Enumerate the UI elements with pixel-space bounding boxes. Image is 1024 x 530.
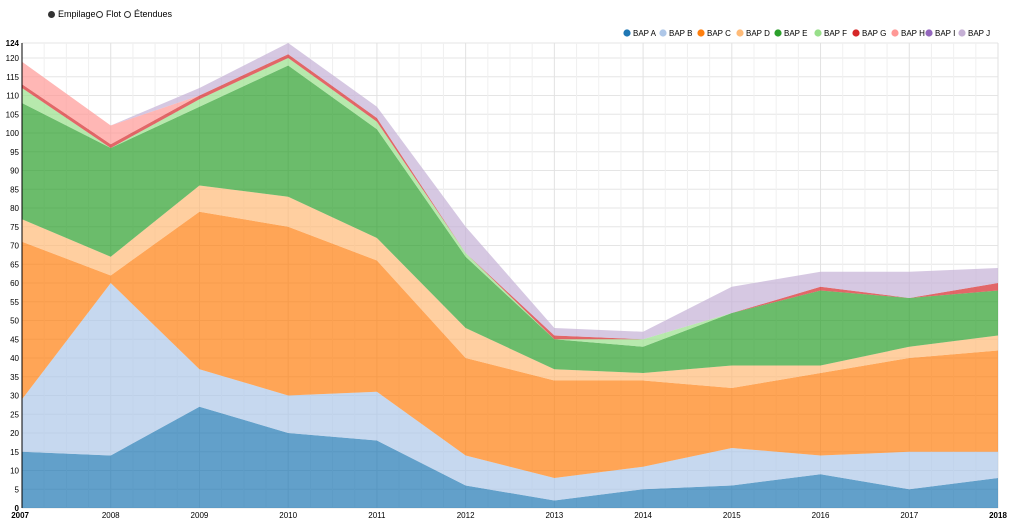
x-tick-label: 2014 <box>634 511 652 520</box>
y-tick-label: 75 <box>10 223 19 232</box>
legend-swatch-icon[interactable] <box>814 29 822 37</box>
legend-swatch-icon[interactable] <box>659 29 667 37</box>
y-tick-label: 95 <box>10 148 19 157</box>
radio-empty-icon <box>96 10 103 18</box>
legend-item-label[interactable]: BAP F <box>824 29 847 38</box>
y-tick-label: 35 <box>10 373 19 382</box>
mode-expand-option[interactable]: Étendues <box>124 9 172 19</box>
y-tick-label: 10 <box>10 467 19 476</box>
legend-item-label[interactable]: BAP J <box>968 29 990 38</box>
x-tick-label: 2007 <box>11 511 29 520</box>
y-tick-label: 45 <box>10 335 19 344</box>
legend-swatch-icon[interactable] <box>925 29 933 37</box>
x-tick-label: 2017 <box>900 511 918 520</box>
x-tick-label: 2013 <box>545 511 563 520</box>
legend-swatch-icon[interactable] <box>852 29 860 37</box>
x-tick-label: 2012 <box>457 511 475 520</box>
legend-swatch-icon[interactable] <box>623 29 631 37</box>
x-tick-label: 2010 <box>279 511 297 520</box>
legend-swatch-icon[interactable] <box>736 29 744 37</box>
y-tick-label: 55 <box>10 298 19 307</box>
y-tick-label: 115 <box>6 73 19 82</box>
y-tick-label: 5 <box>15 485 20 494</box>
area-bap-c[interactable] <box>22 211 998 478</box>
x-tick-label: 2018 <box>989 511 1007 520</box>
y-tick-label: 85 <box>10 185 19 194</box>
x-tick-label: 2016 <box>812 511 830 520</box>
y-tick-label: 40 <box>10 354 19 363</box>
x-tick-label: 2009 <box>191 511 209 520</box>
y-tick-label: 110 <box>6 92 19 101</box>
y-tick-label: 124 <box>6 39 20 48</box>
radio-selected-icon <box>48 10 55 18</box>
mode-stack-option[interactable]: Empilage <box>48 9 96 19</box>
y-tick-label: 100 <box>6 129 20 138</box>
y-tick-label: 25 <box>10 410 19 419</box>
legend-item-label[interactable]: BAP A <box>633 29 657 38</box>
x-tick-label: 2008 <box>102 511 120 520</box>
area-bap-j[interactable] <box>22 43 998 340</box>
legend-item-label[interactable]: BAP I <box>935 29 955 38</box>
mode-expand-label: Étendues <box>134 9 173 19</box>
legend-swatch-icon[interactable] <box>697 29 705 37</box>
radio-empty-icon <box>124 10 131 18</box>
legend-swatch-icon[interactable] <box>958 29 966 37</box>
legend-item-label[interactable]: BAP H <box>901 29 925 38</box>
y-tick-label: 50 <box>10 317 19 326</box>
mode-stream-option[interactable]: Flot <box>96 9 121 19</box>
legend-item-label[interactable]: BAP G <box>862 29 886 38</box>
y-tick-label: 120 <box>6 54 20 63</box>
y-tick-label: 15 <box>10 448 19 457</box>
y-tick-label: 65 <box>10 260 19 269</box>
mode-stack-label: Empilage <box>58 9 96 19</box>
y-tick-label: 70 <box>10 242 19 251</box>
area-bap-b[interactable] <box>22 283 998 501</box>
y-tick-label: 30 <box>10 392 19 401</box>
x-tick-label: 2011 <box>368 511 386 520</box>
legend-item-label[interactable]: BAP C <box>707 29 731 38</box>
area-bap-e[interactable] <box>22 65 998 374</box>
x-tick-label: 2015 <box>723 511 741 520</box>
legend-swatch-icon[interactable] <box>774 29 782 37</box>
y-tick-label: 60 <box>10 279 19 288</box>
y-tick-label: 20 <box>10 429 19 438</box>
legend-swatch-icon[interactable] <box>891 29 899 37</box>
legend-item-label[interactable]: BAP D <box>746 29 770 38</box>
y-tick-label: 80 <box>10 204 19 213</box>
y-tick-label: 90 <box>10 167 19 176</box>
legend-item-label[interactable]: BAP B <box>669 29 692 38</box>
y-tick-label: 105 <box>6 110 20 119</box>
legend-item-label[interactable]: BAP E <box>784 29 807 38</box>
y-tick-label: 0 <box>15 504 20 513</box>
mode-stream-label: Flot <box>106 9 122 19</box>
